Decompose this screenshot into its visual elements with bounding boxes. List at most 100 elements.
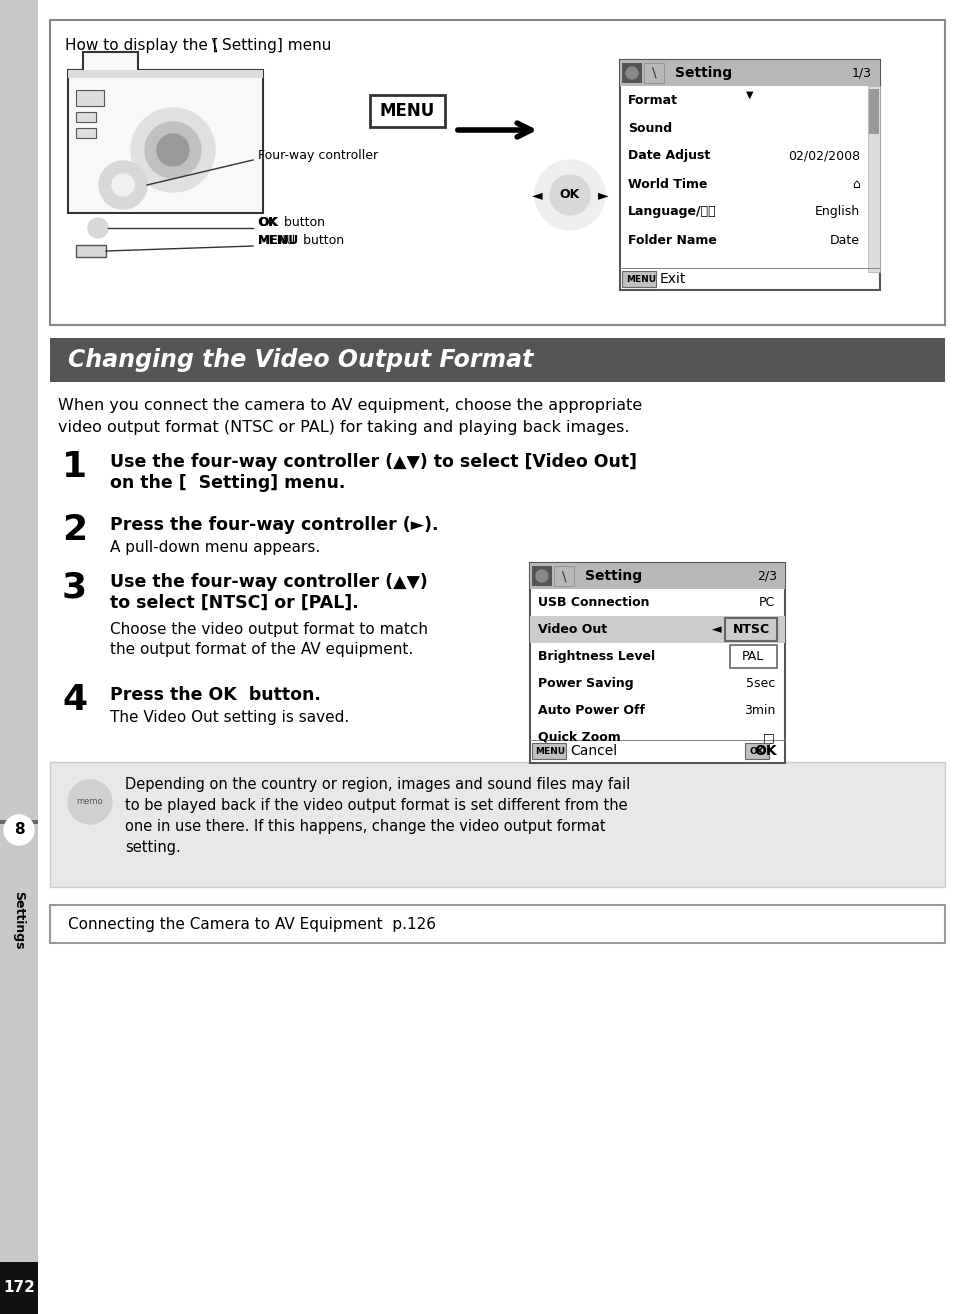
Bar xyxy=(0,820,38,824)
Bar xyxy=(0,0,38,1314)
Text: MENU: MENU xyxy=(379,102,435,120)
Text: ►: ► xyxy=(598,188,608,202)
Text: ▼: ▼ xyxy=(745,89,753,100)
Text: 8: 8 xyxy=(13,823,24,837)
Text: ◄: ◄ xyxy=(712,623,721,636)
Text: Video Out: Video Out xyxy=(537,623,606,636)
Text: Setting: Setting xyxy=(584,569,641,583)
Text: MENU: MENU xyxy=(535,746,564,756)
Circle shape xyxy=(145,122,201,177)
Bar xyxy=(68,70,263,78)
Text: \: \ xyxy=(561,569,566,583)
Text: 02/02/2008: 02/02/2008 xyxy=(787,150,859,163)
Text: Setting: Setting xyxy=(675,66,731,80)
Text: 172: 172 xyxy=(3,1281,35,1296)
Circle shape xyxy=(68,781,112,824)
Text: USB Connection: USB Connection xyxy=(537,597,649,608)
Bar xyxy=(0,1261,38,1314)
Circle shape xyxy=(99,162,147,209)
Circle shape xyxy=(550,175,589,215)
Text: 1: 1 xyxy=(62,449,87,484)
Bar xyxy=(729,645,776,668)
Text: The Video Out setting is saved.: The Video Out setting is saved. xyxy=(110,710,349,725)
Text: Use the four-way controller (▲▼) to select [Video Out]: Use the four-way controller (▲▼) to sele… xyxy=(110,453,637,470)
Text: Auto Power Off: Auto Power Off xyxy=(537,704,644,717)
Bar xyxy=(68,70,263,213)
Text: to be played back if the video output format is set different from the: to be played back if the video output fo… xyxy=(125,798,627,813)
Bar xyxy=(50,762,944,887)
Text: Power Saving: Power Saving xyxy=(537,677,633,690)
Bar xyxy=(643,63,663,83)
Text: Date: Date xyxy=(829,234,859,247)
Text: Choose the video output format to match: Choose the video output format to match xyxy=(110,622,428,637)
Bar xyxy=(724,618,776,641)
Text: Press the OK  button.: Press the OK button. xyxy=(110,686,320,704)
Bar xyxy=(530,616,784,643)
Text: Date Adjust: Date Adjust xyxy=(627,150,709,163)
Text: to select [NTSC] or [PAL].: to select [NTSC] or [PAL]. xyxy=(110,594,358,612)
Text: \ Setting] menu: \ Setting] menu xyxy=(212,38,331,53)
Text: on the [  Setting] menu.: on the [ Setting] menu. xyxy=(110,474,345,491)
Text: A pull-down menu appears.: A pull-down menu appears. xyxy=(110,540,320,555)
Text: 1/3: 1/3 xyxy=(851,67,871,80)
Text: 3min: 3min xyxy=(742,704,774,717)
Text: memo: memo xyxy=(76,798,103,807)
Bar xyxy=(76,244,106,258)
Text: setting.: setting. xyxy=(125,840,180,855)
Bar xyxy=(867,85,879,272)
Bar xyxy=(530,562,784,763)
Bar xyxy=(76,127,96,138)
Bar xyxy=(619,60,879,85)
Text: OK: OK xyxy=(257,217,278,230)
Bar xyxy=(83,53,138,72)
Text: When you connect the camera to AV equipment, choose the appropriate: When you connect the camera to AV equipm… xyxy=(58,398,641,413)
Text: Cancel: Cancel xyxy=(569,744,617,758)
Text: How to display the [: How to display the [ xyxy=(65,38,218,53)
Circle shape xyxy=(535,160,604,230)
Text: English: English xyxy=(814,205,859,218)
Bar xyxy=(76,89,104,106)
Text: Use the four-way controller (▲▼): Use the four-way controller (▲▼) xyxy=(110,573,427,591)
Text: Brightness Level: Brightness Level xyxy=(537,650,655,664)
Circle shape xyxy=(157,134,189,166)
Circle shape xyxy=(88,218,108,238)
Circle shape xyxy=(131,108,214,192)
Text: Four-way controller: Four-way controller xyxy=(257,148,377,162)
Text: \: \ xyxy=(651,66,656,80)
Bar xyxy=(619,60,879,290)
Bar xyxy=(530,562,784,589)
Text: 2: 2 xyxy=(62,512,87,547)
Bar xyxy=(621,63,641,83)
Text: MENU  button: MENU button xyxy=(257,234,344,247)
Bar xyxy=(621,271,656,286)
Bar xyxy=(554,566,574,586)
Bar xyxy=(744,742,768,759)
Text: ◄: ◄ xyxy=(531,188,541,202)
Text: PAL: PAL xyxy=(741,650,763,664)
Text: Changing the Video Output Format: Changing the Video Output Format xyxy=(68,348,533,372)
Bar xyxy=(50,905,944,943)
Text: Settings: Settings xyxy=(12,891,26,949)
Bar xyxy=(868,89,878,134)
Circle shape xyxy=(4,815,34,845)
Circle shape xyxy=(112,173,133,196)
Bar xyxy=(532,742,565,759)
Text: □: □ xyxy=(762,731,774,744)
Bar xyxy=(370,95,444,127)
Text: Folder Name: Folder Name xyxy=(627,234,716,247)
Bar xyxy=(532,566,552,586)
Text: Sound: Sound xyxy=(627,121,672,134)
Bar xyxy=(50,338,944,382)
Text: 4: 4 xyxy=(62,683,87,717)
Text: Press the four-way controller (►).: Press the four-way controller (►). xyxy=(110,516,438,533)
Text: 2/3: 2/3 xyxy=(757,569,776,582)
Text: Quick Zoom: Quick Zoom xyxy=(537,731,620,744)
Text: Depending on the country or region, images and sound files may fail: Depending on the country or region, imag… xyxy=(125,777,630,792)
Text: OK: OK xyxy=(559,188,579,201)
Text: one in use there. If this happens, change the video output format: one in use there. If this happens, chang… xyxy=(125,819,605,834)
Bar xyxy=(50,20,944,325)
Circle shape xyxy=(536,570,547,582)
Text: video output format (NTSC or PAL) for taking and playing back images.: video output format (NTSC or PAL) for ta… xyxy=(58,420,629,435)
Text: 3: 3 xyxy=(62,570,87,604)
Text: 5sec: 5sec xyxy=(745,677,774,690)
